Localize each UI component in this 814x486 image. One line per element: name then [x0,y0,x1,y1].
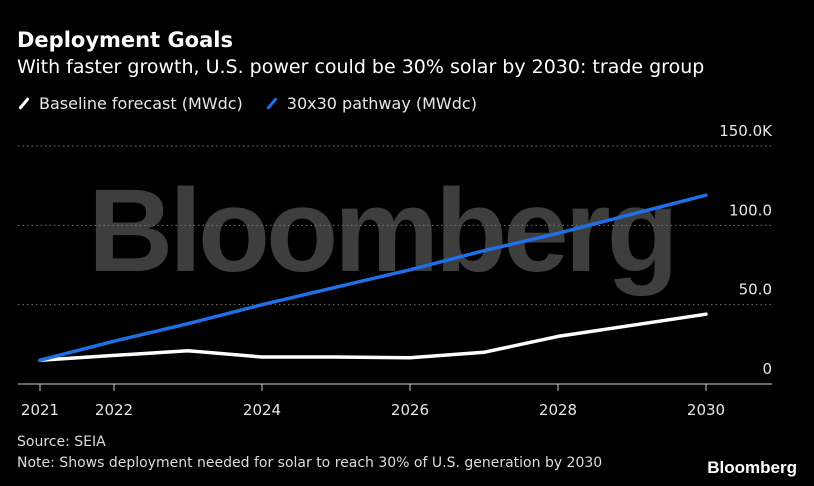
chart-subtitle: With faster growth, U.S. power could be … [17,56,705,78]
bloomberg-watermark: Bloomberg [88,165,679,297]
source-note: Source: SEIA [17,434,106,450]
x-tick-label: 2024 [243,401,281,419]
baseline-series-line [38,312,708,362]
legend-label-baseline: Baseline forecast (MWdc) [39,94,243,113]
legend: Baseline forecast (MWdc) 30x30 pathway (… [17,94,477,113]
legend-item-pathway: 30x30 pathway (MWdc) [265,94,477,113]
footnote: Note: Shows deployment needed for solar … [17,455,603,471]
x-tick-label: 2030 [687,401,725,419]
y-tick-label: 150.0K [719,122,773,140]
pathway-series-line [38,193,708,362]
legend-label-pathway: 30x30 pathway (MWdc) [286,94,477,113]
x-tick-label: 2021 [21,401,59,419]
y-tick-label: 0 [762,360,772,378]
y-tick-label: 100.0 [729,201,772,219]
legend-item-baseline: Baseline forecast (MWdc) [17,94,243,113]
chart-title: Deployment Goals [17,28,233,52]
x-tick-label: 2022 [95,401,133,419]
y-tick-label: 50.0 [739,281,772,299]
bloomberg-logo: Bloomberg [707,458,797,477]
x-tick-label: 2026 [391,401,429,419]
x-tick-label: 2028 [539,401,577,419]
